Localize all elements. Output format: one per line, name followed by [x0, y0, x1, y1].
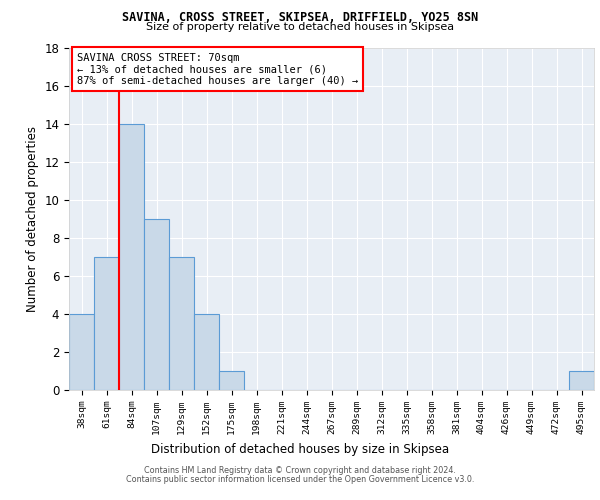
- Text: SAVINA, CROSS STREET, SKIPSEA, DRIFFIELD, YO25 8SN: SAVINA, CROSS STREET, SKIPSEA, DRIFFIELD…: [122, 11, 478, 24]
- Bar: [69, 314, 94, 390]
- Text: Distribution of detached houses by size in Skipsea: Distribution of detached houses by size …: [151, 442, 449, 456]
- Bar: [144, 219, 169, 390]
- Text: Contains HM Land Registry data © Crown copyright and database right 2024.: Contains HM Land Registry data © Crown c…: [144, 466, 456, 475]
- Bar: [569, 371, 594, 390]
- Text: SAVINA CROSS STREET: 70sqm
← 13% of detached houses are smaller (6)
87% of semi-: SAVINA CROSS STREET: 70sqm ← 13% of deta…: [77, 52, 358, 86]
- Bar: [194, 314, 219, 390]
- Text: Size of property relative to detached houses in Skipsea: Size of property relative to detached ho…: [146, 22, 454, 32]
- Bar: [94, 257, 119, 390]
- Bar: [169, 257, 194, 390]
- Bar: [119, 124, 144, 390]
- Text: Contains public sector information licensed under the Open Government Licence v3: Contains public sector information licen…: [126, 475, 474, 484]
- Y-axis label: Number of detached properties: Number of detached properties: [26, 126, 39, 312]
- Bar: [219, 371, 244, 390]
